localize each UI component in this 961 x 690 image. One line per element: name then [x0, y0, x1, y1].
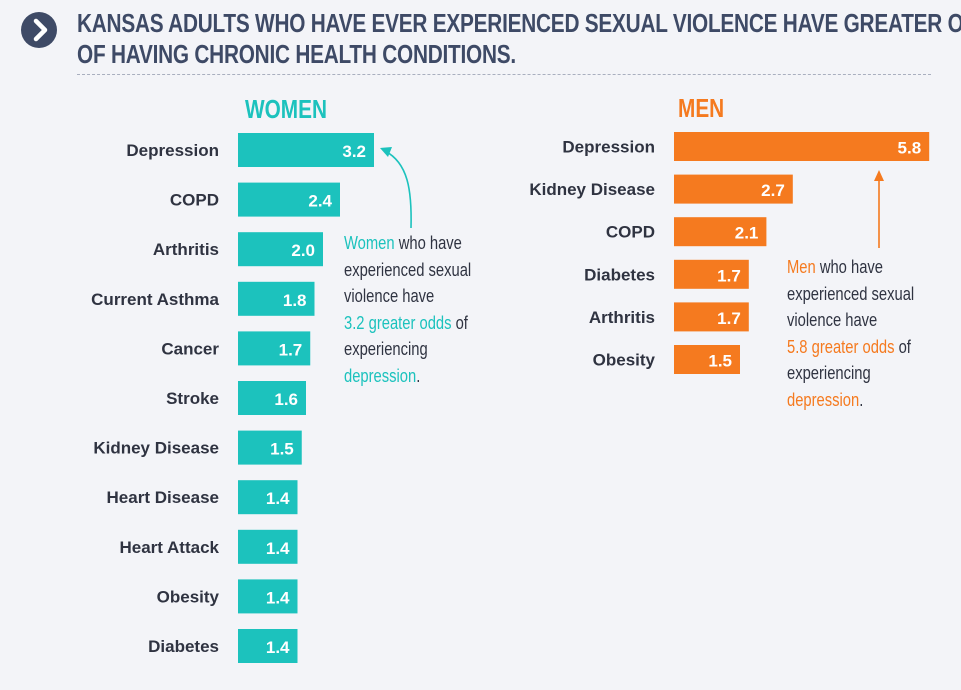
women-value-label: 2.0	[291, 241, 315, 260]
women-callout-text: who have	[395, 233, 462, 253]
men-category-label: Kidney Disease	[529, 180, 655, 199]
men-callout-highlight: Men	[787, 257, 816, 277]
men-value-label: 1.5	[708, 352, 732, 371]
men-value-label: 2.7	[761, 181, 785, 200]
women-callout-highlight: Women	[344, 233, 395, 253]
women-category-label: Kidney Disease	[93, 439, 219, 458]
women-value-label: 1.4	[266, 539, 290, 558]
women-panel-title: WOMEN	[245, 95, 327, 124]
men-category-label: Arthritis	[589, 308, 655, 327]
women-value-label: 3.2	[342, 142, 366, 161]
women-callout: Women who have experienced sexual violen…	[344, 230, 471, 389]
women-callout-line: experienced sexual	[344, 257, 471, 284]
women-value-label: 2.4	[308, 192, 332, 211]
women-callout-condition: depression	[344, 366, 416, 386]
men-callout-text: who have	[816, 257, 883, 277]
women-callout-line: experiencing	[344, 336, 471, 363]
men-callout-odds: 5.8 greater odds	[787, 337, 894, 357]
men-bar	[674, 132, 929, 161]
men-callout-condition: depression	[787, 390, 859, 410]
women-chart: WOMEN Depression 3.2 COPD 2.4 Arthritis 2.0 Cur…	[91, 95, 374, 663]
women-category-label: Heart Attack	[119, 538, 219, 557]
men-value-label: 2.1	[735, 224, 759, 243]
men-value-label: 5.8	[898, 139, 922, 158]
women-category-label: Heart Disease	[107, 488, 219, 507]
men-category-label: Obesity	[593, 351, 656, 370]
women-callout-text: of	[451, 313, 467, 333]
men-callout-line: violence have	[787, 307, 914, 334]
men-category-label: Depression	[562, 138, 655, 157]
men-value-label: 1.7	[717, 266, 741, 285]
women-value-label: 1.6	[274, 390, 298, 409]
women-value-label: 1.4	[266, 489, 290, 508]
men-arrow-head	[874, 170, 884, 181]
women-category-label: Arthritis	[153, 240, 219, 259]
women-category-label: Cancer	[161, 339, 219, 358]
women-category-label: Depression	[126, 141, 219, 160]
women-arrow-head	[380, 147, 392, 157]
women-category-label: COPD	[170, 191, 219, 210]
men-value-label: 1.7	[717, 309, 741, 328]
women-value-label: 1.4	[266, 588, 290, 607]
men-panel-title: MEN	[678, 94, 724, 123]
women-category-label: Stroke	[166, 389, 219, 408]
men-callout: Men who have experienced sexual violence…	[787, 254, 914, 413]
women-callout-text: .	[416, 366, 420, 386]
men-callout-text: .	[859, 390, 863, 410]
men-callout-line: experienced sexual	[787, 281, 914, 308]
men-callout-text: of	[894, 337, 910, 357]
women-category-label: Obesity	[157, 587, 220, 606]
women-callout-arrow	[385, 151, 411, 228]
women-value-label: 1.5	[270, 440, 294, 459]
men-category-label: Diabetes	[584, 265, 655, 284]
women-category-label: Diabetes	[148, 637, 219, 656]
women-value-label: 1.7	[279, 340, 303, 359]
men-category-label: COPD	[606, 223, 655, 242]
women-callout-odds: 3.2 greater odds	[344, 313, 451, 333]
women-value-label: 1.4	[266, 638, 290, 657]
women-value-label: 1.8	[283, 291, 307, 310]
women-callout-line: violence have	[344, 283, 471, 310]
men-callout-line: experiencing	[787, 360, 914, 387]
women-category-label: Current Asthma	[91, 290, 219, 309]
